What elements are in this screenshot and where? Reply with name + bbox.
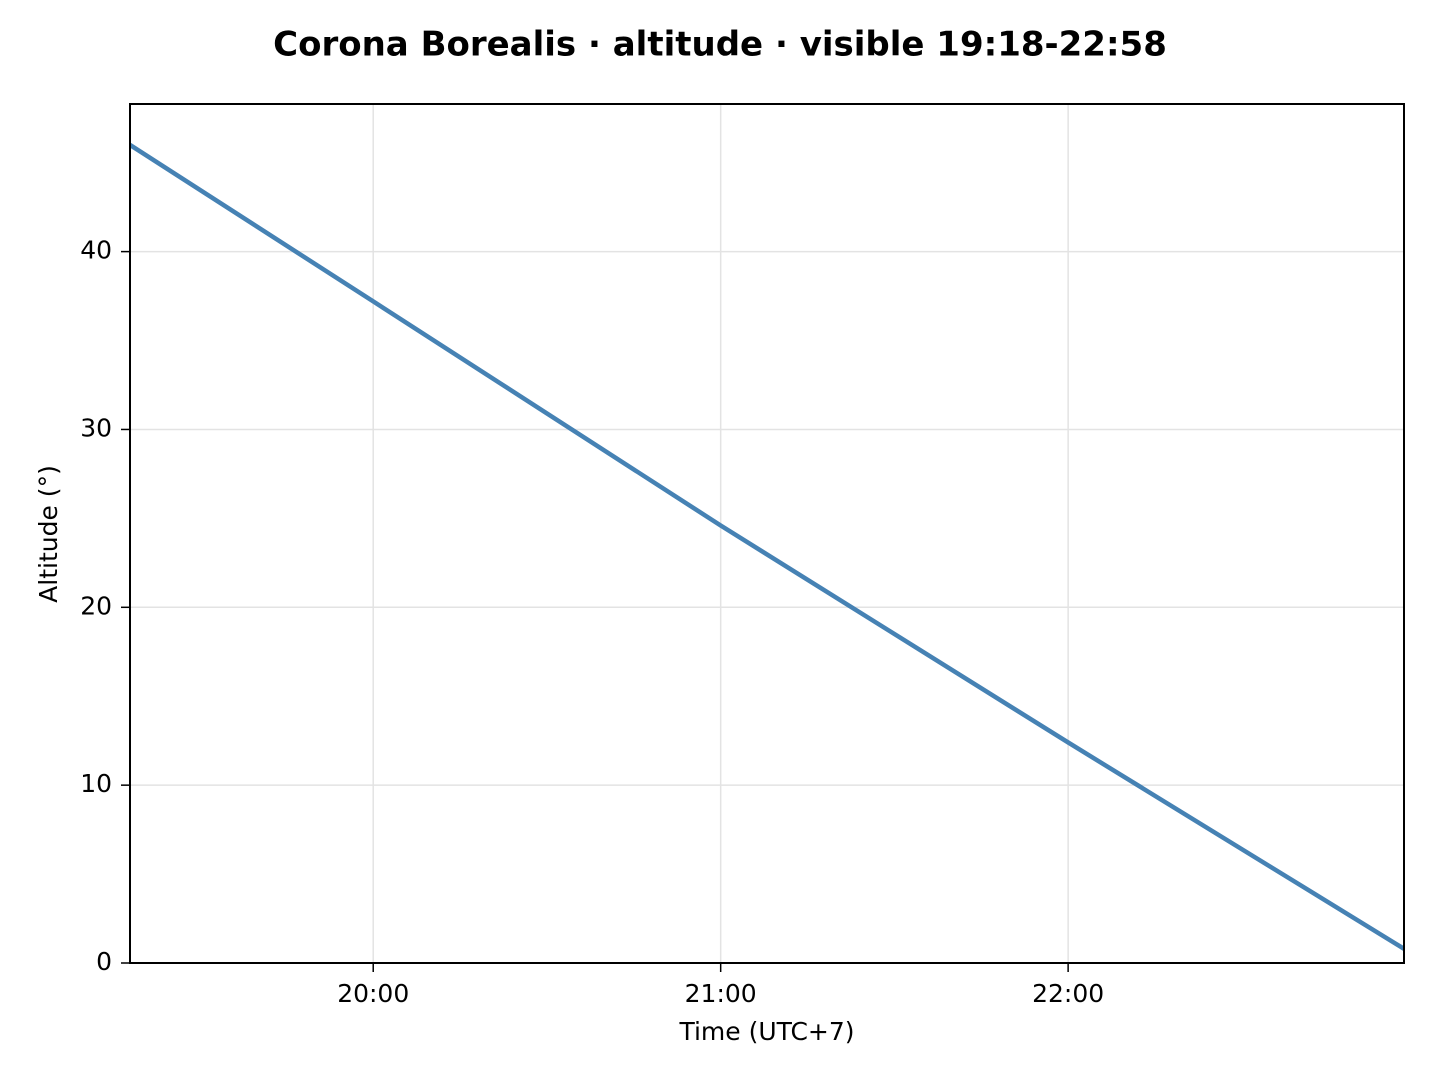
y-tick-label: 0 [96, 947, 112, 976]
x-axis-label: Time (UTC+7) [678, 1017, 854, 1046]
chart-title: Corona Borealis · altitude · visible 19:… [273, 25, 1167, 65]
altitude-line [130, 143, 1404, 951]
y-axis-label: Altitude (°) [34, 465, 63, 603]
x-tick-label: 22:00 [1032, 979, 1104, 1008]
y-tick-label: 30 [80, 413, 112, 442]
plot-frame [129, 103, 1405, 964]
y-tick-label: 10 [80, 769, 112, 798]
x-tick-label: 21:00 [685, 979, 757, 1008]
x-tick-label: 20:00 [337, 979, 409, 1008]
y-tick-label: 40 [80, 236, 112, 265]
y-tick-label: 20 [80, 591, 112, 620]
